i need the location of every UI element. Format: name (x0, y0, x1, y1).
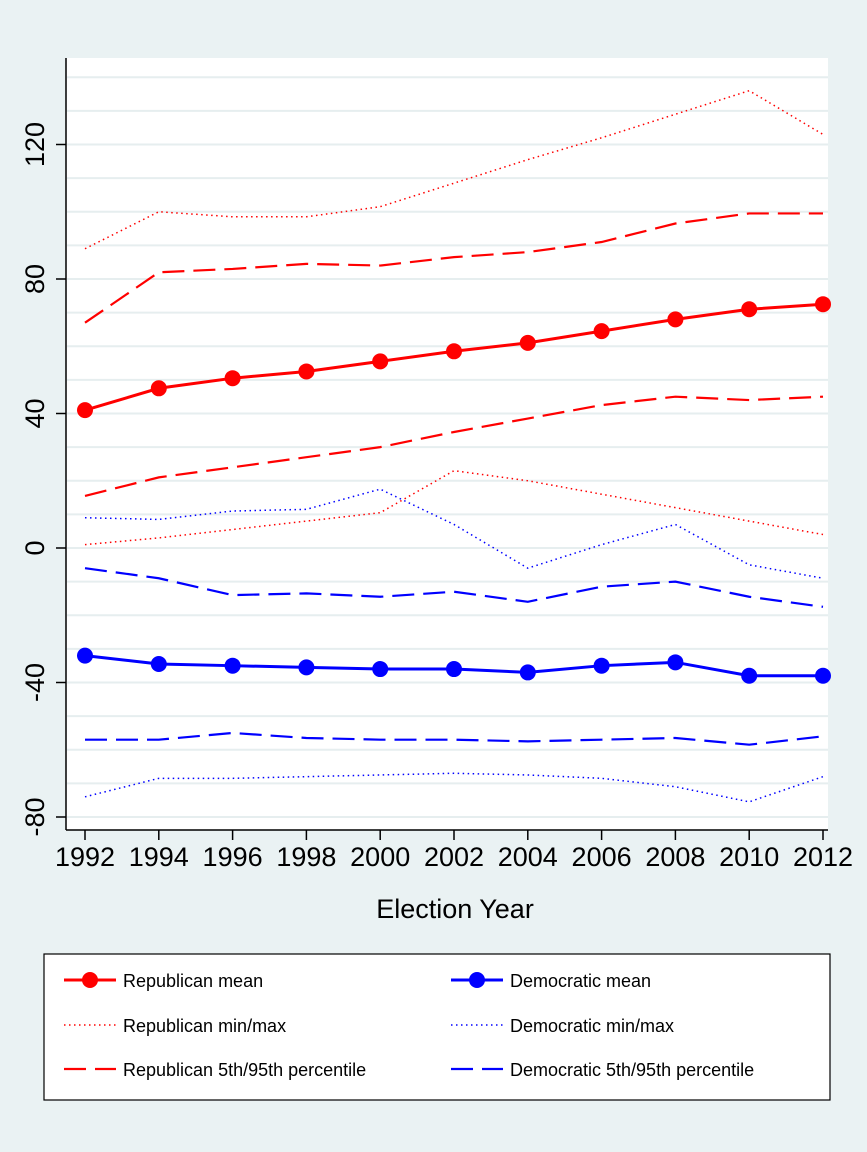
data-point (150, 380, 167, 397)
grid (67, 76, 828, 818)
series-line (84, 567, 824, 608)
ticks: 1992 1994 1996 1998 2000 2002 2004 2006 2008 2010… (20, 122, 853, 872)
data-point (446, 661, 462, 678)
y-tick-label: 120 (20, 122, 50, 167)
legend-label: Republican min/max (123, 1016, 286, 1036)
data-point (593, 323, 610, 340)
x-tick-label: 2006 (572, 842, 632, 872)
x-tick-label: 2002 (424, 842, 484, 872)
y-tick-label: 0 (20, 540, 50, 555)
data-point (519, 664, 536, 681)
y-tick-label: 80 (20, 264, 50, 294)
x-tick-label: 2010 (719, 842, 779, 872)
data-point (77, 402, 93, 419)
legend-label: Democratic 5th/95th percentile (510, 1060, 754, 1080)
data-point (667, 311, 684, 328)
data-point (741, 301, 758, 318)
x-tick-label: 2000 (350, 842, 410, 872)
legend-box (43, 953, 831, 1101)
data-point (815, 667, 831, 684)
legend-label: Republican 5th/95th percentile (123, 1060, 366, 1080)
data-point (372, 353, 389, 370)
series-layer (77, 89, 831, 803)
data-point (446, 343, 462, 360)
x-tick-label: 2012 (793, 842, 853, 872)
legend-marker (82, 972, 98, 988)
data-point (372, 661, 389, 678)
y-tick-label: -80 (20, 797, 50, 836)
legend-marker (469, 972, 485, 988)
data-point (224, 370, 241, 387)
series-line (84, 772, 824, 803)
legend-label: Democratic mean (510, 971, 651, 991)
x-tick-label: 1992 (55, 842, 115, 872)
y-tick-label: -40 (20, 663, 50, 702)
data-point (815, 296, 831, 313)
data-point (298, 363, 315, 380)
axes (65, 58, 828, 831)
data-point (593, 657, 610, 674)
x-tick-label: 1998 (276, 842, 336, 872)
data-point (150, 656, 167, 673)
x-tick-label: 1994 (129, 842, 189, 872)
legend-label: Democratic min/max (510, 1016, 674, 1036)
legend-label: Republican mean (123, 971, 263, 991)
data-point (77, 647, 93, 664)
series-line (84, 212, 823, 324)
data-point (667, 654, 684, 671)
series-line (84, 395, 824, 497)
series-line (84, 469, 824, 546)
x-tick-label: 1996 (203, 842, 263, 872)
legend: Republican mean Democratic mean Republican… (43, 953, 831, 1101)
x-axis-title: Election Year (376, 894, 534, 924)
data-point (224, 657, 241, 674)
data-point (298, 659, 315, 676)
series-line (84, 488, 824, 580)
data-point (519, 334, 536, 351)
x-tick-label: 2008 (645, 842, 705, 872)
plot-area (66, 58, 828, 830)
y-tick-label: 40 (20, 398, 50, 428)
data-point (741, 667, 758, 684)
x-tick-label: 2004 (498, 842, 558, 872)
